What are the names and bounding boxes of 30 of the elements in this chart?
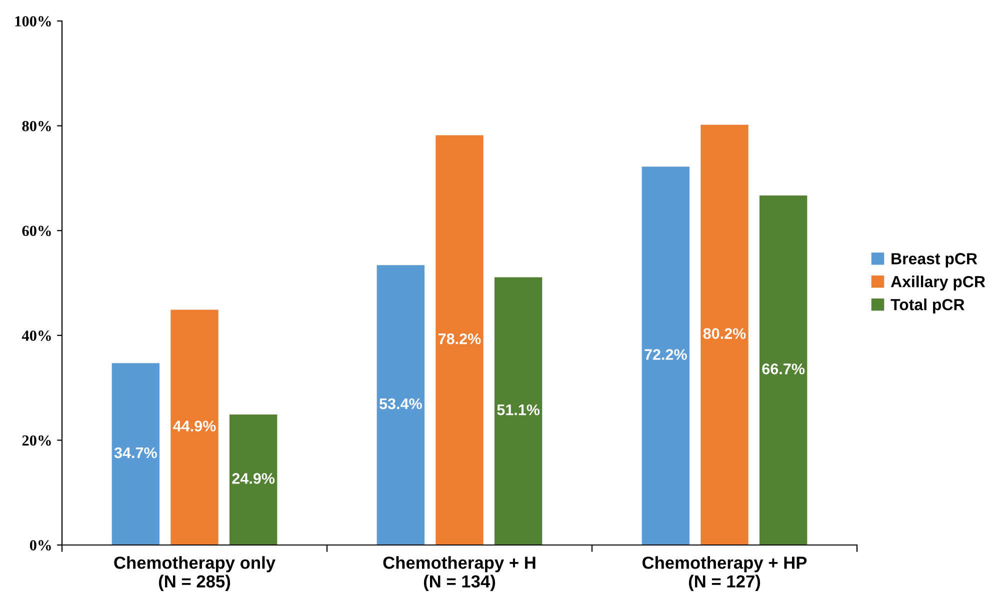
y-tick-label: 20%	[22, 435, 51, 446]
data-label: 44.9%	[173, 420, 216, 432]
y-tick-label: 60%	[22, 226, 51, 236]
data-label: 53.4%	[379, 398, 422, 410]
legend-label: Breast pCR	[892, 253, 978, 268]
y-tick-label: 40%	[22, 330, 51, 341]
bar	[376, 265, 425, 545]
bar	[759, 195, 808, 545]
bar	[700, 124, 748, 545]
y-tick-label: 80%	[22, 120, 51, 132]
x-tick-label: Chemotherapy + HP (N = 127)	[642, 556, 807, 591]
data-label: 80.2%	[703, 328, 746, 339]
legend-label: Total pCR	[890, 298, 964, 314]
data-label: 66.7%	[762, 364, 805, 374]
data-label: 78.2%	[438, 333, 481, 344]
y-tick-label: 100%	[15, 16, 51, 26]
data-label: 72.2%	[644, 349, 687, 360]
bar	[642, 166, 690, 545]
data-label: 24.9%	[232, 473, 275, 484]
data-label: 34.7%	[114, 447, 157, 458]
bar	[112, 363, 160, 545]
bar	[494, 277, 542, 545]
x-tick-label: Chemotherapy + H (N = 134)	[383, 556, 536, 591]
bar	[229, 414, 278, 545]
bar	[170, 310, 218, 545]
data-label: 51.1%	[497, 404, 540, 416]
x-tick-label: Chemotherapy only (N = 285)	[114, 556, 276, 591]
legend-label: Axillary pCR	[890, 276, 986, 290]
bar	[436, 135, 484, 545]
y-tick-label: 0%	[30, 540, 51, 550]
